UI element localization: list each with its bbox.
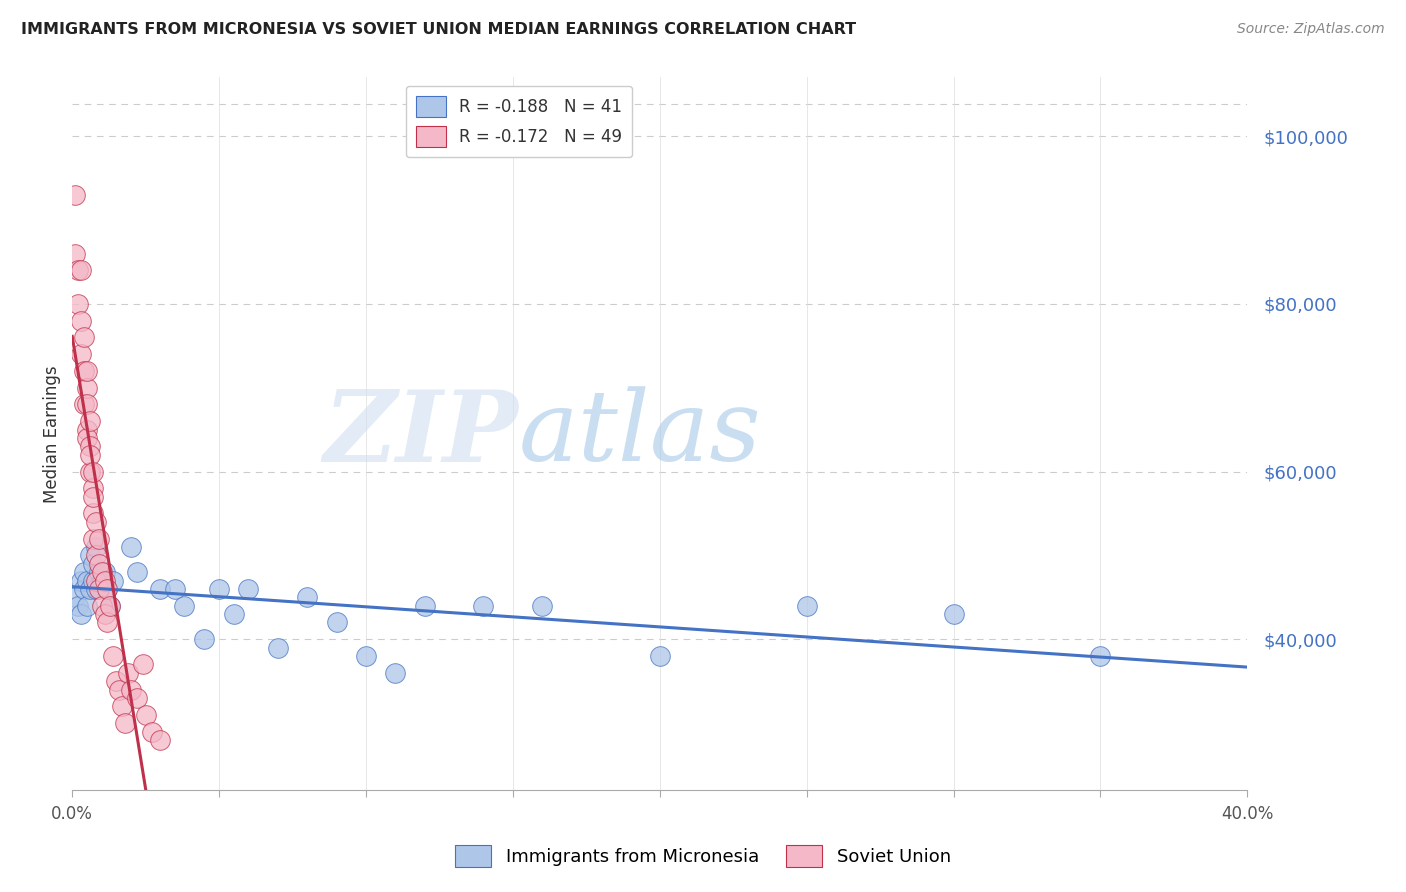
Point xyxy=(76,431,98,445)
Point xyxy=(96,582,118,596)
Point xyxy=(90,565,112,579)
Point xyxy=(114,716,136,731)
Point xyxy=(125,565,148,579)
Point xyxy=(942,607,965,621)
Point xyxy=(79,448,101,462)
Point xyxy=(90,599,112,613)
Point xyxy=(63,591,86,605)
Point xyxy=(149,732,172,747)
Point xyxy=(93,574,115,588)
Point xyxy=(67,297,90,311)
Point xyxy=(149,582,172,596)
Point xyxy=(120,682,142,697)
Point xyxy=(79,465,101,479)
Point xyxy=(76,423,98,437)
Point xyxy=(79,414,101,428)
Point xyxy=(125,690,148,705)
Point xyxy=(111,699,134,714)
Point xyxy=(84,549,107,563)
Point xyxy=(82,574,104,588)
Point xyxy=(173,599,195,613)
Point xyxy=(796,599,818,613)
Point xyxy=(73,397,96,411)
Point xyxy=(120,540,142,554)
Point xyxy=(105,674,128,689)
Point xyxy=(141,724,163,739)
Legend: R = -0.188   N = 41, R = -0.172   N = 49: R = -0.188 N = 41, R = -0.172 N = 49 xyxy=(405,86,631,157)
Point xyxy=(93,565,115,579)
Point xyxy=(100,599,122,613)
Point xyxy=(193,632,215,647)
Point xyxy=(238,582,260,596)
Point xyxy=(531,599,554,613)
Text: IMMIGRANTS FROM MICRONESIA VS SOVIET UNION MEDIAN EARNINGS CORRELATION CHART: IMMIGRANTS FROM MICRONESIA VS SOVIET UNI… xyxy=(21,22,856,37)
Point xyxy=(84,540,107,554)
Point xyxy=(76,599,98,613)
Point xyxy=(267,640,290,655)
Point xyxy=(132,657,155,672)
Point xyxy=(384,665,406,680)
Point xyxy=(76,364,98,378)
Text: ZIP: ZIP xyxy=(323,385,519,482)
Point xyxy=(67,599,90,613)
Point xyxy=(84,515,107,529)
Point xyxy=(96,582,118,596)
Point xyxy=(103,574,125,588)
Point xyxy=(87,532,110,546)
Point xyxy=(208,582,231,596)
Point xyxy=(76,381,98,395)
Point xyxy=(70,313,93,327)
Point xyxy=(93,607,115,621)
Point xyxy=(165,582,187,596)
Point xyxy=(96,615,118,630)
Point xyxy=(117,665,139,680)
Point xyxy=(79,549,101,563)
Point xyxy=(222,607,245,621)
Point xyxy=(79,439,101,453)
Point xyxy=(73,330,96,344)
Point xyxy=(100,599,122,613)
Point xyxy=(648,648,671,663)
Text: atlas: atlas xyxy=(519,386,762,482)
Point xyxy=(73,582,96,596)
Point xyxy=(67,263,90,277)
Point xyxy=(325,615,347,630)
Point xyxy=(87,557,110,571)
Point xyxy=(82,507,104,521)
Point xyxy=(103,648,125,663)
Point xyxy=(70,607,93,621)
Point xyxy=(84,574,107,588)
Point xyxy=(413,599,436,613)
Point xyxy=(73,364,96,378)
Point xyxy=(135,707,157,722)
Point xyxy=(63,187,86,202)
Point xyxy=(82,532,104,546)
Point xyxy=(1090,648,1112,663)
Point xyxy=(82,490,104,504)
Point xyxy=(70,347,93,361)
Point xyxy=(70,574,93,588)
Point xyxy=(70,263,93,277)
Point xyxy=(63,246,86,260)
Point xyxy=(82,557,104,571)
Point xyxy=(76,397,98,411)
Point xyxy=(297,591,319,605)
Point xyxy=(84,582,107,596)
Point xyxy=(82,465,104,479)
Text: Source: ZipAtlas.com: Source: ZipAtlas.com xyxy=(1237,22,1385,37)
Point xyxy=(79,582,101,596)
Point xyxy=(108,682,131,697)
Point xyxy=(73,565,96,579)
Legend: Immigrants from Micronesia, Soviet Union: Immigrants from Micronesia, Soviet Union xyxy=(449,838,957,874)
Y-axis label: Median Earnings: Median Earnings xyxy=(44,365,60,502)
Point xyxy=(354,648,377,663)
Point xyxy=(472,599,495,613)
Point xyxy=(87,565,110,579)
Point xyxy=(76,574,98,588)
Point xyxy=(90,574,112,588)
Point xyxy=(87,582,110,596)
Point xyxy=(82,481,104,495)
